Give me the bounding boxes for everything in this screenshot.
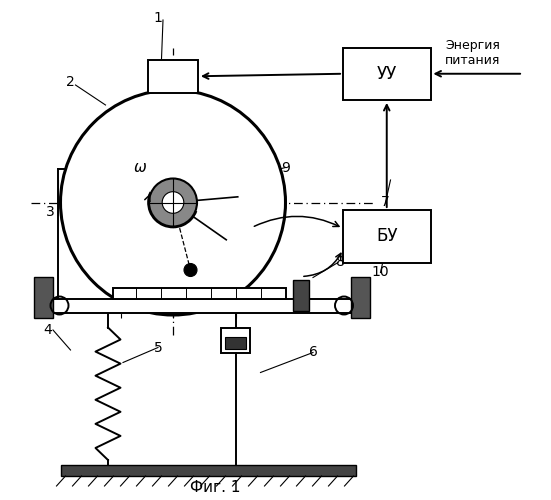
Text: 8: 8 xyxy=(336,256,345,270)
Text: ω: ω xyxy=(134,160,147,175)
Text: УУ: УУ xyxy=(377,64,397,82)
Bar xyxy=(225,337,246,348)
Text: 5: 5 xyxy=(154,340,163,354)
Text: 4: 4 xyxy=(44,323,52,337)
Bar xyxy=(350,276,370,318)
Circle shape xyxy=(184,264,197,276)
Bar xyxy=(51,298,353,312)
Text: 3: 3 xyxy=(46,206,55,220)
Text: 6: 6 xyxy=(309,346,317,360)
Circle shape xyxy=(61,90,285,315)
Text: Энергия
питания: Энергия питания xyxy=(445,38,501,66)
Text: 1: 1 xyxy=(154,10,163,24)
Text: 9: 9 xyxy=(281,160,290,174)
Bar xyxy=(113,288,285,298)
Bar xyxy=(343,48,430,100)
Bar xyxy=(34,276,53,318)
Text: 2: 2 xyxy=(66,76,75,90)
Bar xyxy=(343,210,430,262)
Bar xyxy=(61,465,355,476)
Text: 10: 10 xyxy=(372,266,390,280)
Bar xyxy=(221,328,250,352)
Bar xyxy=(293,280,309,311)
Text: 7: 7 xyxy=(381,196,390,209)
Circle shape xyxy=(149,178,197,226)
Text: Фиг. 1: Фиг. 1 xyxy=(190,480,241,495)
Circle shape xyxy=(162,192,184,214)
Bar xyxy=(148,60,198,92)
Text: БУ: БУ xyxy=(376,227,397,245)
